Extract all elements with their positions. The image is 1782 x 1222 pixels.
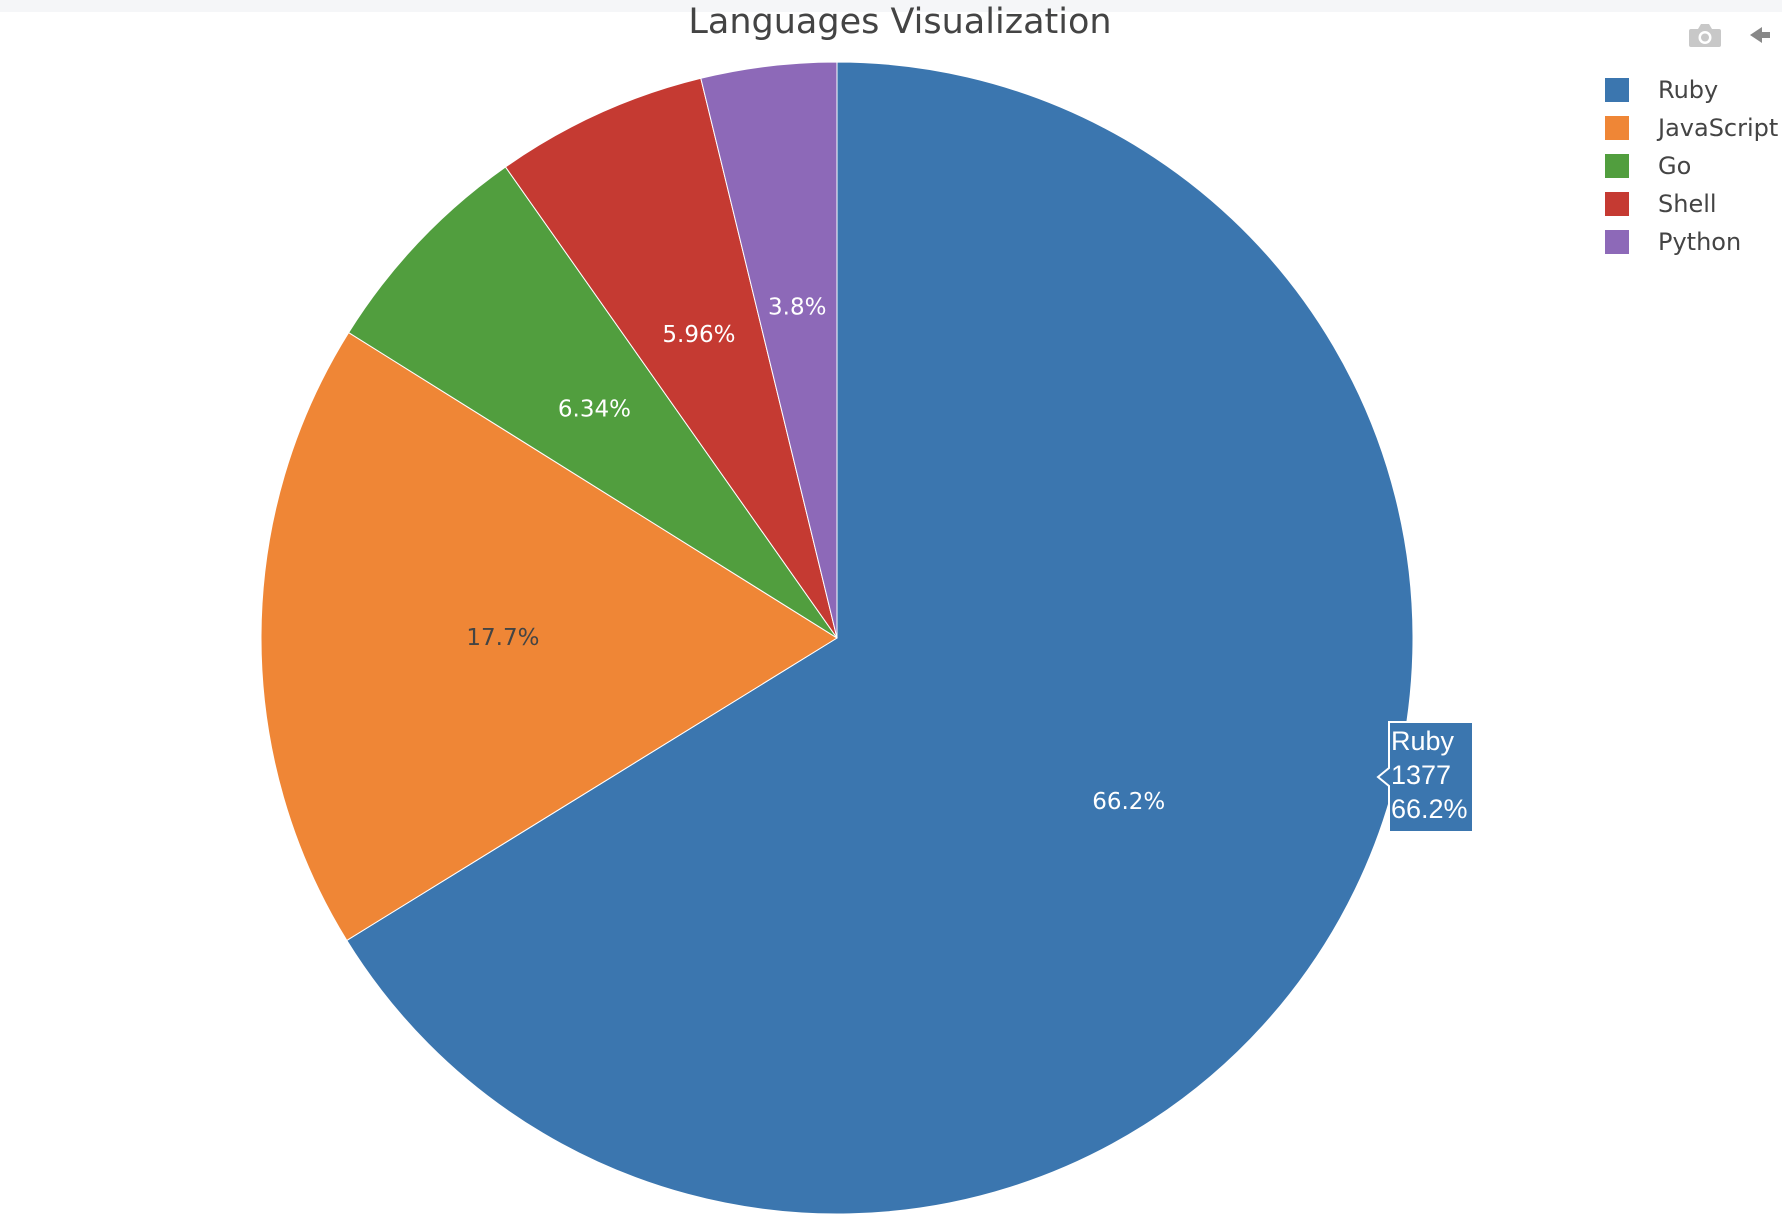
slice-label-javascript: 17.7% [466, 625, 539, 651]
hover-tooltip: Ruby 1377 66.2% [1376, 721, 1474, 833]
slice-label-go: 6.34% [558, 396, 631, 422]
legend-swatch-ruby [1605, 78, 1629, 102]
top-bar [0, 0, 1782, 12]
hover-tooltip-percent: 66.2% [1391, 794, 1468, 824]
camera-icon[interactable] [1688, 22, 1722, 52]
legend-label-javascript: JavaScript [1658, 114, 1779, 142]
pie-slices [260, 61, 1414, 1215]
pie-slice-shell[interactable] [504, 77, 838, 639]
hover-tooltip-box [1376, 721, 1474, 833]
legend-label-shell: Shell [1658, 190, 1717, 218]
slice-label-python: 3.8% [768, 294, 826, 320]
legend-swatch-python [1605, 230, 1629, 254]
legend-swatch-javascript [1605, 116, 1629, 140]
legend-label-ruby: Ruby [1658, 76, 1719, 104]
pie-slice-go[interactable] [347, 166, 838, 639]
slice-label-shell: 5.96% [662, 322, 735, 348]
modebar [1688, 22, 1770, 52]
pie-slice-labels: 66.2% 17.7% 6.34% 5.96% 3.8% [466, 294, 1165, 815]
slice-label-ruby: 66.2% [1092, 789, 1165, 815]
pie-slice-ruby[interactable] [346, 61, 1414, 1215]
hover-tooltip-label: Ruby [1391, 726, 1455, 756]
hover-tooltip-value: 1377 [1391, 760, 1451, 790]
chart-title: Languages Visualization [688, 2, 1112, 42]
pie-slice-python[interactable] [700, 61, 838, 639]
legend-label-python: Python [1658, 228, 1742, 256]
legend-swatch-go [1605, 154, 1629, 178]
pan-icon[interactable] [1750, 22, 1770, 52]
legend-swatch-shell [1605, 192, 1629, 216]
legend-label-go: Go [1658, 152, 1692, 180]
pie-slice-javascript[interactable] [260, 331, 838, 942]
